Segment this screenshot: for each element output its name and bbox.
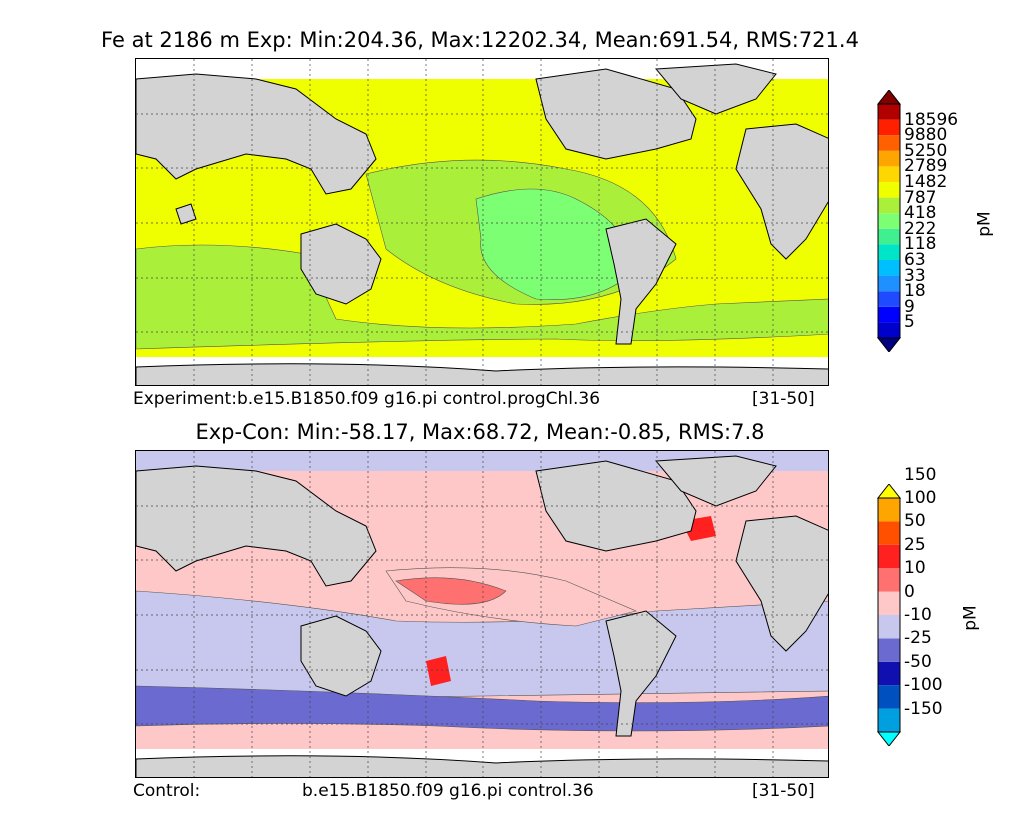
top-gridlines: [136, 59, 828, 385]
colorbar-segment: [878, 197, 900, 214]
greenland-land: [654, 63, 777, 115]
colorbar-tick-label: 100: [904, 488, 937, 508]
colorbar-segment: [878, 661, 900, 686]
colorbar-tick-label: 1482: [904, 172, 948, 192]
colorbar-segment: [878, 322, 900, 338]
colorbar-segment: [878, 135, 900, 151]
colorbar-segment: [878, 260, 900, 276]
colorbar-tick-label: -100: [904, 675, 943, 696]
colorbar-segment: [878, 591, 900, 615]
australia-land: [300, 223, 382, 305]
colorbar-extend-min: [876, 337, 902, 352]
top-caption-right: [31-50]: [752, 389, 815, 409]
colorbar-segment: [878, 166, 900, 182]
colorbar-segment: [878, 708, 900, 732]
colorbar-tick-label: 0: [904, 581, 915, 602]
colorbar-segment: [878, 213, 900, 229]
colorbar-segment: [878, 150, 900, 167]
south-america-land: [605, 218, 677, 345]
southern-negative-band: [136, 685, 828, 732]
bottom-caption-left: Control:: [133, 781, 201, 801]
colorbar-tick-label: 10: [904, 558, 926, 579]
colorbar-frame: [877, 497, 901, 733]
colorbar-segment: [878, 544, 900, 569]
bottom-caption-right: [31-50]: [752, 781, 815, 801]
colorbar-extend-min: [876, 731, 902, 746]
antarctica-land: [136, 363, 828, 385]
colorbar-tick-label: 33: [904, 265, 926, 286]
colorbar-tick-label: 222: [904, 218, 937, 239]
colorbar-frame: [877, 103, 901, 339]
island-land: [175, 203, 197, 225]
antarctica-land: [136, 755, 828, 777]
colorbar-tick-label: 2789: [904, 156, 948, 177]
colorbar-tick-label: 5250: [904, 140, 948, 161]
arctic-band: [136, 451, 828, 471]
colorbar-tick-label: 787: [904, 187, 937, 208]
bottom-gridlines: [136, 451, 828, 777]
colorbar-segment: [878, 182, 900, 198]
colorbar-extend-max: [876, 484, 902, 499]
colorbar-tick-label: 18596: [904, 109, 959, 130]
bottom-map-canvas: [136, 451, 828, 777]
colorbar-tick-label: 9880: [904, 125, 948, 146]
colorbar-segment: [878, 119, 900, 136]
colorbar-segment: [878, 638, 900, 662]
colorbar-segment: [878, 291, 900, 307]
australia-land: [300, 615, 382, 697]
continents: [136, 455, 828, 737]
top-chart-title: Fe at 2186 m Exp: Min:204.36, Max:12202.…: [101, 28, 859, 52]
colorbar-tick-label: 9: [904, 296, 915, 317]
colorbar-tick-label: 50: [904, 511, 926, 532]
colorbar-extend-max: [876, 90, 902, 105]
colorbar-tick-label: -10: [904, 605, 932, 625]
bottom-caption-center: b.e15.B1850.f09 g16.pi control.36: [302, 781, 594, 801]
greenland-land: [654, 455, 777, 507]
africa-land: [735, 515, 828, 652]
top-map-plot: [135, 58, 829, 386]
colorbar-tick-label: 25: [904, 534, 926, 555]
top-colorbar: [876, 90, 902, 352]
pacific-strong-positive: [395, 577, 507, 605]
arctic-white: [136, 59, 828, 79]
colorbar-segment: [878, 275, 900, 292]
top-units-label: pM: [974, 211, 995, 237]
colorbar-segment: [878, 244, 900, 260]
colorbar-segment: [878, 615, 900, 639]
colorbar-tick-label: -50: [904, 651, 932, 672]
south-america-land: [605, 610, 677, 737]
tasman-positive-spot: [426, 656, 451, 686]
colorbar-segment: [878, 498, 900, 522]
eurasia-land: [136, 465, 377, 587]
colorbar-tick-label: 118: [904, 234, 937, 255]
bottom-colorbar: [876, 484, 902, 746]
colorbar-tick-label: 18: [904, 281, 926, 302]
colorbar-segment: [878, 306, 900, 323]
bottom-map-plot: [135, 450, 829, 778]
colorbar-tick-label: -25: [904, 628, 932, 649]
colorbar-tick-label: 150: [904, 464, 937, 485]
colorbar-tick-label: 418: [904, 203, 937, 224]
colorbar-segment: [878, 228, 900, 245]
colorbar-segment: [878, 568, 900, 592]
africa-land: [735, 123, 828, 260]
bottom-units-label: pM: [960, 605, 981, 631]
colorbar-tick-label: 63: [904, 250, 926, 270]
top-map-canvas: [136, 59, 828, 385]
colorbar-tick-label: -150: [904, 698, 943, 719]
colorbar-tick-label: 5: [904, 312, 915, 333]
bottom-chart-title: Exp-Con: Min:-58.17, Max:68.72, Mean:-0.…: [195, 420, 765, 444]
colorbar-segment: [878, 104, 900, 120]
top-caption-left: Experiment:b.e15.B1850.f09 g16.pi contro…: [133, 389, 601, 409]
colorbar-segment: [878, 521, 900, 545]
colorbar-segment: [878, 685, 900, 709]
eurasia-land: [136, 73, 377, 195]
